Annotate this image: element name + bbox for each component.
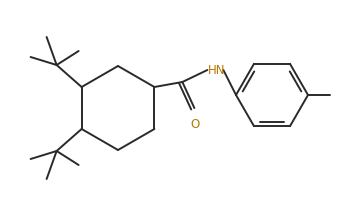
Text: O: O xyxy=(191,118,200,131)
Text: HN: HN xyxy=(208,64,226,77)
